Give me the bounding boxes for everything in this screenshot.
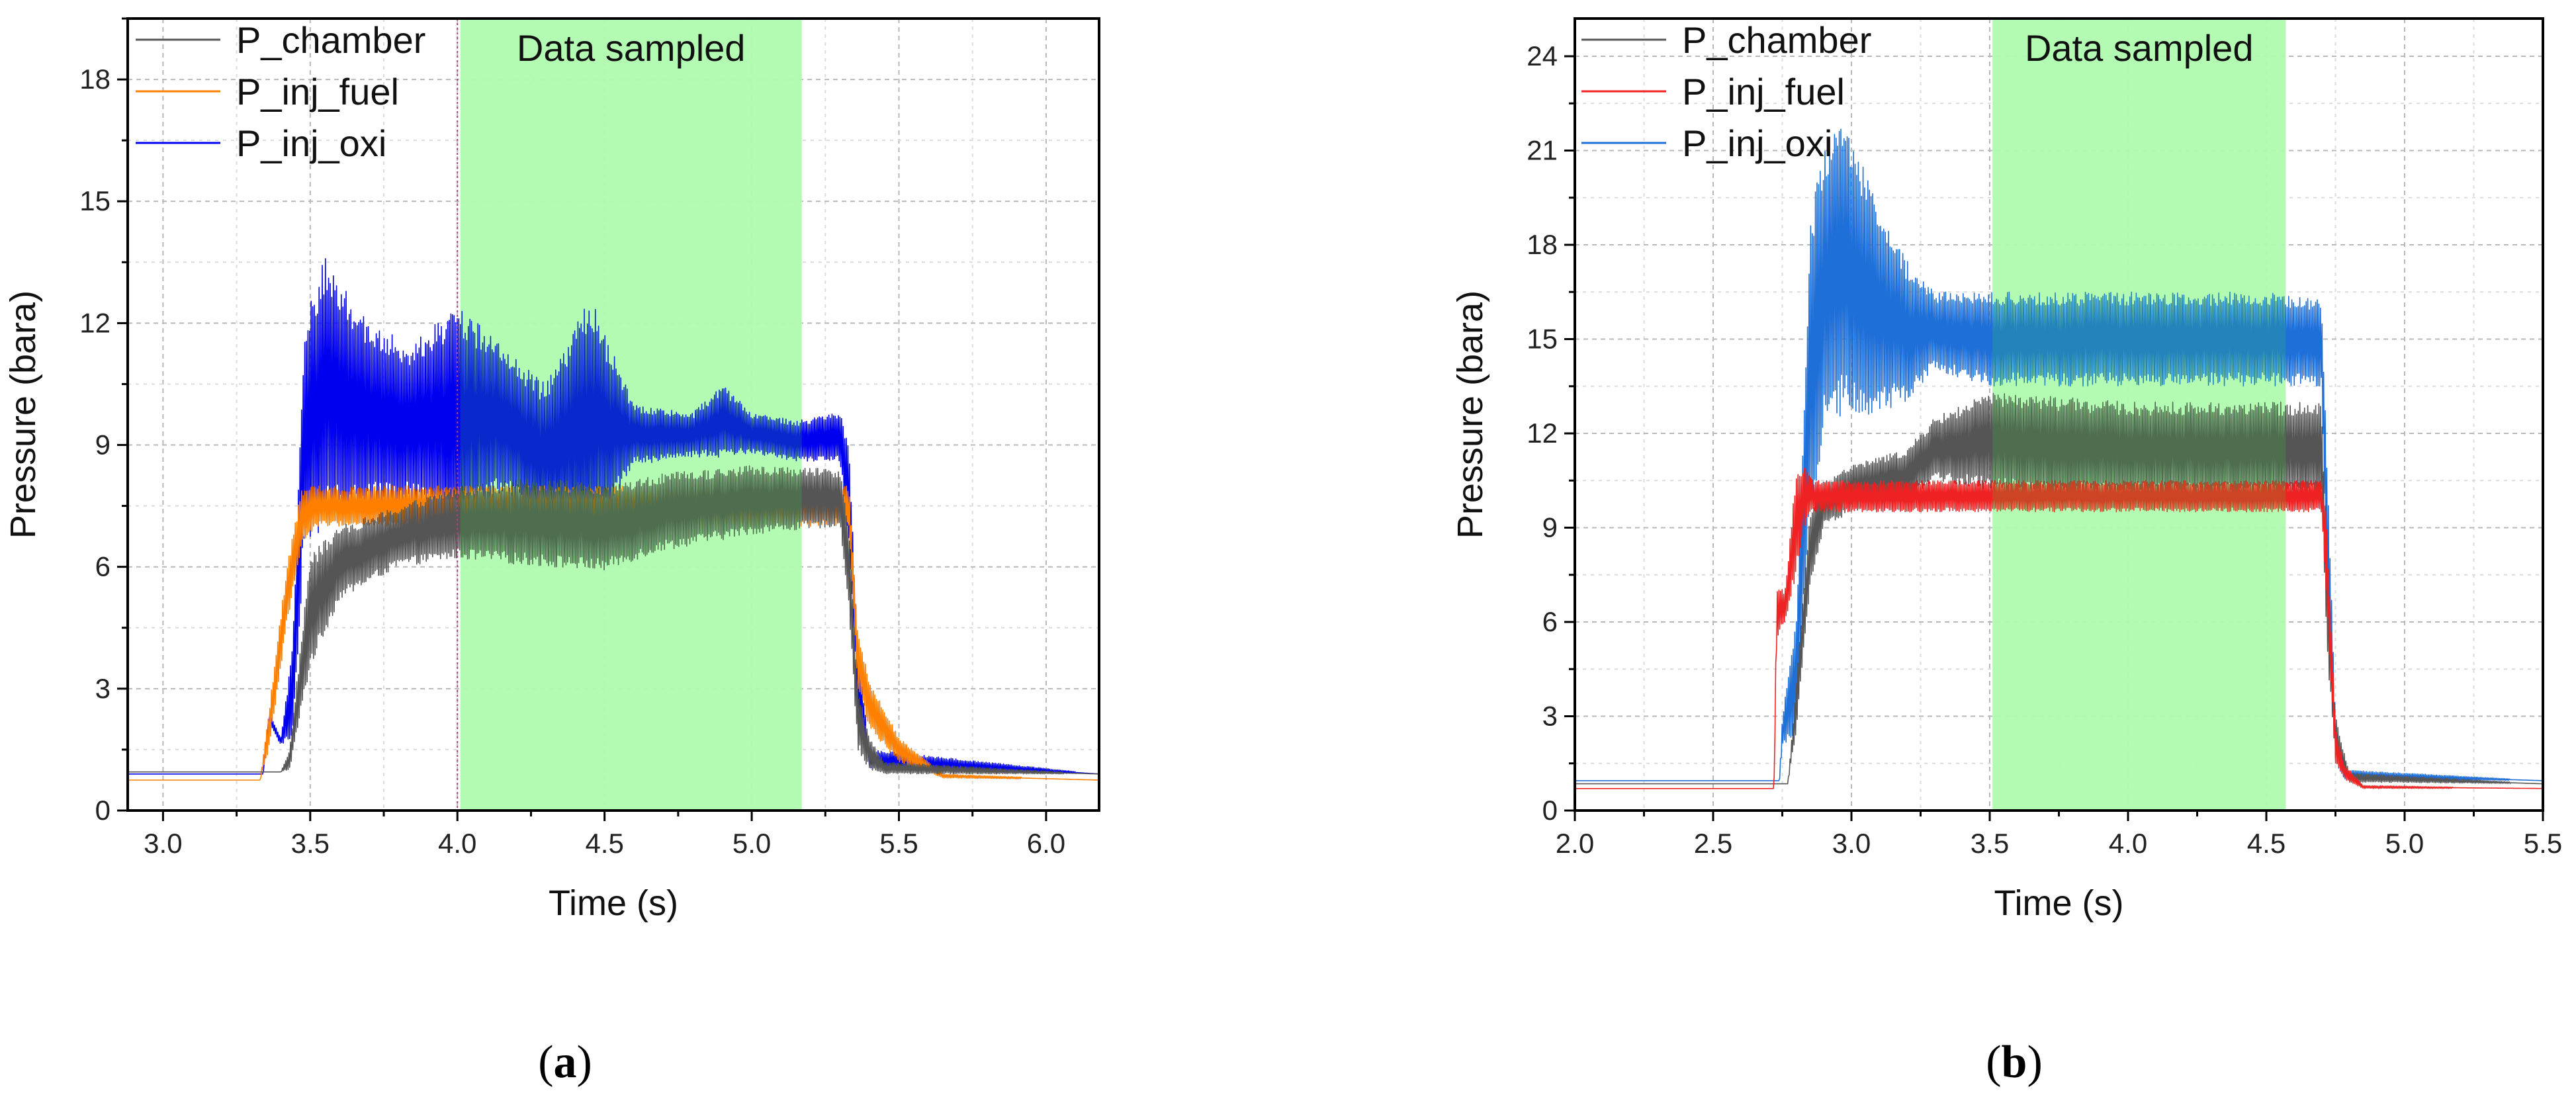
x-tick-label: 3.0 [144, 828, 182, 859]
shaded-region-overlay [1992, 19, 2286, 811]
panel-a-caption: (a) [538, 1037, 592, 1088]
panel-b-caption-letter: b [2002, 1037, 2027, 1088]
panel-a-caption-letter: a [554, 1037, 577, 1088]
y-tick-label: 6 [95, 551, 111, 582]
series-line-p-inj-oxi [128, 258, 1099, 775]
y-tick-label: 0 [95, 795, 111, 826]
panel-b-x-axis-title: Time (s) [1994, 883, 2124, 923]
y-tick-label: 15 [1527, 324, 1558, 355]
panel-a-legend: P_chamber P_inj_fuel P_inj_oxi [136, 19, 425, 164]
panel-a-axes-frame [126, 17, 1100, 812]
legend-label: P_inj_oxi [1682, 122, 1832, 164]
x-tick-label: 5.0 [733, 828, 771, 859]
x-tick-label: 3.0 [1832, 828, 1871, 859]
series-line-p-chamber [128, 465, 1099, 775]
panel-a-y-axis-title: Pressure (bara) [3, 290, 43, 539]
series-line-p-chamber [1575, 392, 2543, 785]
panel-a-ticks: 3.0 3.5 4.0 4.5 5.0 5.5 6.0 0 3 6 9 12 15 18 [79, 17, 1065, 859]
legend-label: P_inj_oxi [236, 122, 386, 164]
y-tick-label: 3 [95, 673, 111, 704]
panel-b-y-axis-title: Pressure (bara) [1450, 290, 1490, 539]
x-tick-label: 2.0 [1556, 828, 1594, 859]
panel-a-series [128, 19, 1099, 811]
panel-a-chart: 3.0 3.5 4.0 4.5 5.0 5.5 6.0 0 3 6 9 12 15 18 Data sam… [3, 17, 1100, 923]
x-tick-label: 4.5 [2247, 828, 2286, 859]
legend-label: P_inj_fuel [1682, 71, 1845, 112]
y-tick-label: 24 [1527, 40, 1558, 71]
y-tick-label: 18 [1527, 229, 1558, 260]
y-tick-label: 12 [79, 307, 111, 338]
x-tick-label: 3.5 [1971, 828, 2009, 859]
panel-b-ticks: 2.0 2.5 3.0 3.5 4.0 4.5 5.0 5.5 0 3 6 9 12 15 18 21 24 [1527, 40, 2562, 859]
panel-a-shaded-label: Data sampled [517, 27, 746, 69]
y-tick-label: 15 [79, 185, 111, 216]
y-tick-label: 21 [1527, 135, 1558, 166]
legend-label: P_chamber [1682, 19, 1871, 61]
legend-label: P_inj_fuel [236, 71, 399, 112]
x-tick-label: 5.0 [2385, 828, 2424, 859]
panel-b-series [1575, 19, 2543, 811]
panel-b-legend: P_chamber P_inj_fuel P_inj_oxi [1581, 19, 1871, 164]
plot-frame [126, 17, 1100, 812]
y-tick-label: 9 [1542, 512, 1558, 543]
shaded-region-overlay [460, 19, 802, 811]
panel-b-shaded-label: Data sampled [2025, 27, 2254, 69]
x-tick-label: 5.5 [2524, 828, 2562, 859]
x-tick-label: 4.5 [585, 828, 623, 859]
x-tick-label: 4.0 [438, 828, 476, 859]
x-tick-label: 5.5 [879, 828, 918, 859]
y-tick-label: 0 [1542, 795, 1558, 826]
x-tick-label: 3.5 [291, 828, 330, 859]
y-tick-label: 3 [1542, 701, 1558, 732]
y-tick-label: 9 [95, 429, 111, 461]
y-tick-label: 6 [1542, 606, 1558, 637]
legend-label: P_chamber [236, 19, 425, 61]
y-tick-label: 18 [79, 64, 111, 95]
x-tick-label: 4.0 [2109, 828, 2147, 859]
x-tick-label: 6.0 [1027, 828, 1065, 859]
y-tick-label: 12 [1527, 418, 1558, 449]
series-line-p-inj-fuel [1575, 467, 2543, 789]
panel-b-caption: (b) [1986, 1037, 2043, 1088]
panel-a-x-axis-title: Time (s) [549, 883, 678, 923]
x-tick-label: 2.5 [1694, 828, 1732, 859]
panel-b-chart: 2.0 2.5 3.0 3.5 4.0 4.5 5.0 5.5 0 3 6 9 12 15 18 21 24 D… [1450, 17, 2562, 923]
